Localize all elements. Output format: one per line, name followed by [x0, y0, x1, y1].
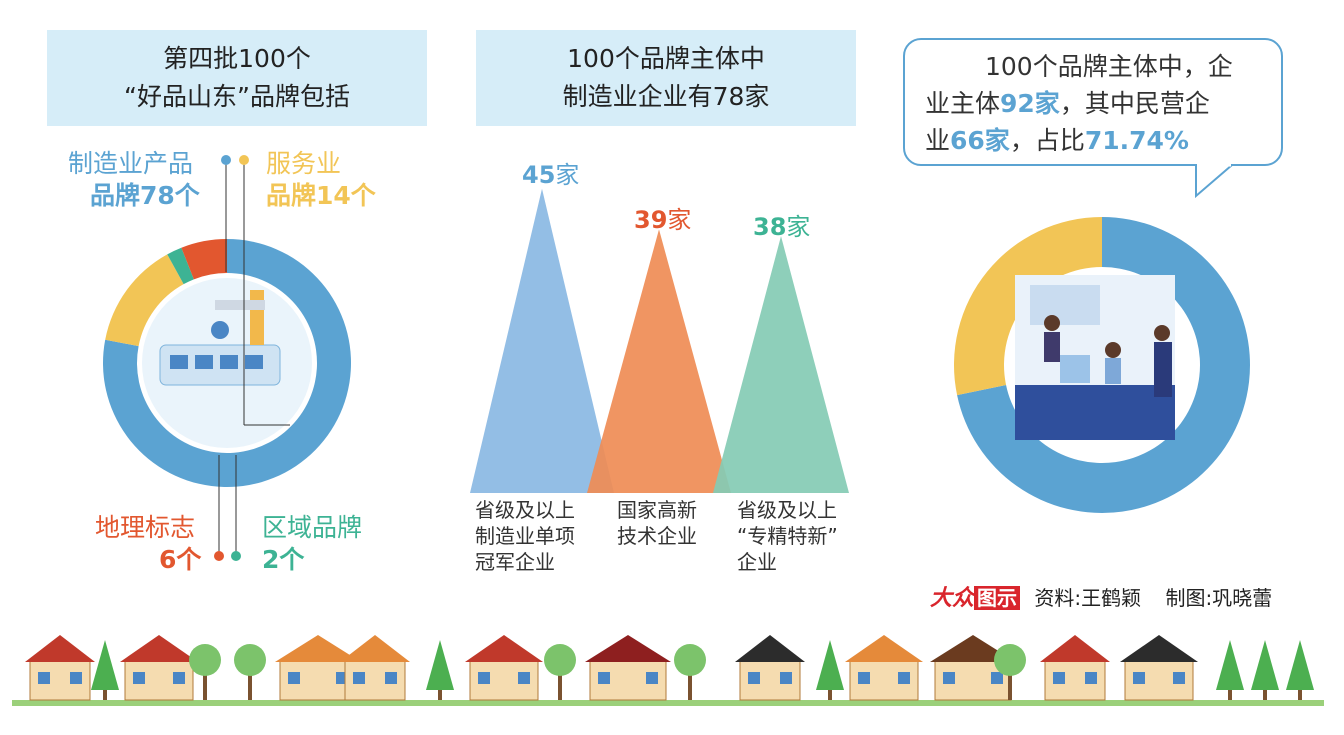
bar-caption-2: 国家高新 技术企业 — [617, 498, 697, 548]
house-roof — [340, 635, 410, 662]
house-window — [288, 672, 300, 684]
house-window — [38, 672, 50, 684]
donut1-slice-geo — [181, 239, 227, 280]
brand-logo-box: 图示 — [974, 586, 1021, 610]
bar-value-3: 38家 — [753, 213, 811, 241]
service-value: 品牌14个 — [266, 181, 376, 210]
grass-strip — [12, 700, 1324, 706]
bar-caption-3: 省级及以上 “专精特新” 企业 — [737, 498, 838, 574]
house-window — [991, 672, 1003, 684]
donut2-slice-other — [954, 217, 1102, 396]
house-roof — [930, 635, 1016, 662]
house-roof — [735, 635, 805, 662]
house-window — [173, 672, 185, 684]
manufacturing-label: 制造业产品 品牌78个 — [68, 148, 200, 212]
house-window — [70, 672, 82, 684]
bubble-line-2: 业主体92家，其中民营企 — [925, 89, 1210, 118]
service-label: 服务业 品牌14个 — [266, 148, 376, 212]
regional-value: 2个 — [262, 545, 305, 574]
panel2-header: 100个品牌主体中 制造业企业有78家 — [476, 30, 856, 126]
house-window — [1085, 672, 1097, 684]
panel1-header-line2: “好品山东”品牌包括 — [124, 82, 350, 111]
brand-logo: 大众 — [930, 586, 975, 611]
house-window — [780, 672, 792, 684]
info-bubble: 100个品牌主体中，企 业主体92家，其中民营企 业66家，占比71.74% — [903, 38, 1283, 166]
geo-name: 地理标志 — [95, 513, 196, 542]
donut1-slice-regional — [167, 247, 194, 285]
houses-footer — [12, 635, 1324, 706]
tree-crown — [674, 644, 706, 676]
tree-crown — [544, 644, 576, 676]
factory-illustration — [142, 278, 312, 448]
bar-value-1: 45家 — [522, 161, 580, 189]
panel2-header-line2: 制造业企业有78家 — [562, 82, 770, 111]
tree-trunk — [203, 670, 207, 700]
geo-label: 地理标志 6个 — [95, 512, 201, 576]
house-roof — [585, 635, 671, 662]
bubble-line-1: 100个品牌主体中，企 — [985, 52, 1233, 81]
house-window — [1173, 672, 1185, 684]
house-roof — [465, 635, 543, 662]
tree-trunk — [688, 670, 692, 700]
tree-trunk — [248, 670, 252, 700]
house-window — [518, 672, 530, 684]
bar-caption-1: 省级及以上 制造业单项 冠军企业 — [475, 498, 575, 574]
house-window — [1133, 672, 1145, 684]
house-roof — [845, 635, 923, 662]
donut1-slice-service — [105, 254, 184, 347]
panel1-header-line1: 第四批100个 — [163, 44, 311, 73]
source-credit: 资料:王鹤颖 — [1034, 586, 1142, 610]
house-window — [478, 672, 490, 684]
house-window — [943, 672, 955, 684]
bubble-tail — [1195, 164, 1233, 199]
house-window — [598, 672, 610, 684]
house-window — [385, 672, 397, 684]
geo-value: 6个 — [159, 545, 202, 574]
tree-crown — [234, 644, 266, 676]
tree-crown — [816, 640, 844, 690]
tree-crown — [1286, 640, 1314, 690]
panel1-header: 第四批100个 “好品山东”品牌包括 — [47, 30, 427, 126]
house-window — [858, 672, 870, 684]
house-window — [133, 672, 145, 684]
regional-name: 区域品牌 — [262, 513, 363, 542]
bar-value-2: 39家 — [634, 206, 692, 234]
house-window — [353, 672, 365, 684]
triangle-bar-1 — [470, 188, 614, 494]
triangle-bar-3 — [713, 236, 849, 493]
tree-crown — [426, 640, 454, 690]
house-roof — [1040, 635, 1110, 662]
regional-label: 区域品牌 2个 — [262, 512, 362, 576]
panel2-header-line1: 100个品牌主体中 — [567, 44, 765, 73]
maker-credit: 制图:巩晓蕾 — [1165, 586, 1273, 610]
tree-crown — [1216, 640, 1244, 690]
manufacturing-name: 制造业产品 — [68, 149, 194, 178]
tree-trunk — [558, 670, 562, 700]
triangle-bar-2 — [587, 229, 731, 494]
house-window — [748, 672, 760, 684]
tree-crown — [1251, 640, 1279, 690]
house-window — [898, 672, 910, 684]
house-roof — [1120, 635, 1198, 662]
tree-crown — [994, 644, 1026, 676]
manufacturing-value: 品牌78个 — [90, 181, 200, 210]
bubble-line-3: 业66家，占比71.74% — [925, 126, 1189, 155]
donut-chart-brands — [102, 239, 351, 487]
house-window — [1053, 672, 1065, 684]
credit-line: 大众 图示 资料:王鹤颖 制图:巩晓蕾 — [930, 580, 1272, 612]
office-illustration — [1015, 275, 1175, 440]
house-roof — [275, 635, 361, 662]
house-window — [646, 672, 658, 684]
house-roof — [25, 635, 95, 662]
tree-crown — [91, 640, 119, 690]
tree-crown — [189, 644, 221, 676]
tree-trunk — [1008, 670, 1012, 700]
house-roof — [120, 635, 198, 662]
triangle-bar-chart — [470, 188, 849, 494]
service-name: 服务业 — [266, 149, 342, 178]
